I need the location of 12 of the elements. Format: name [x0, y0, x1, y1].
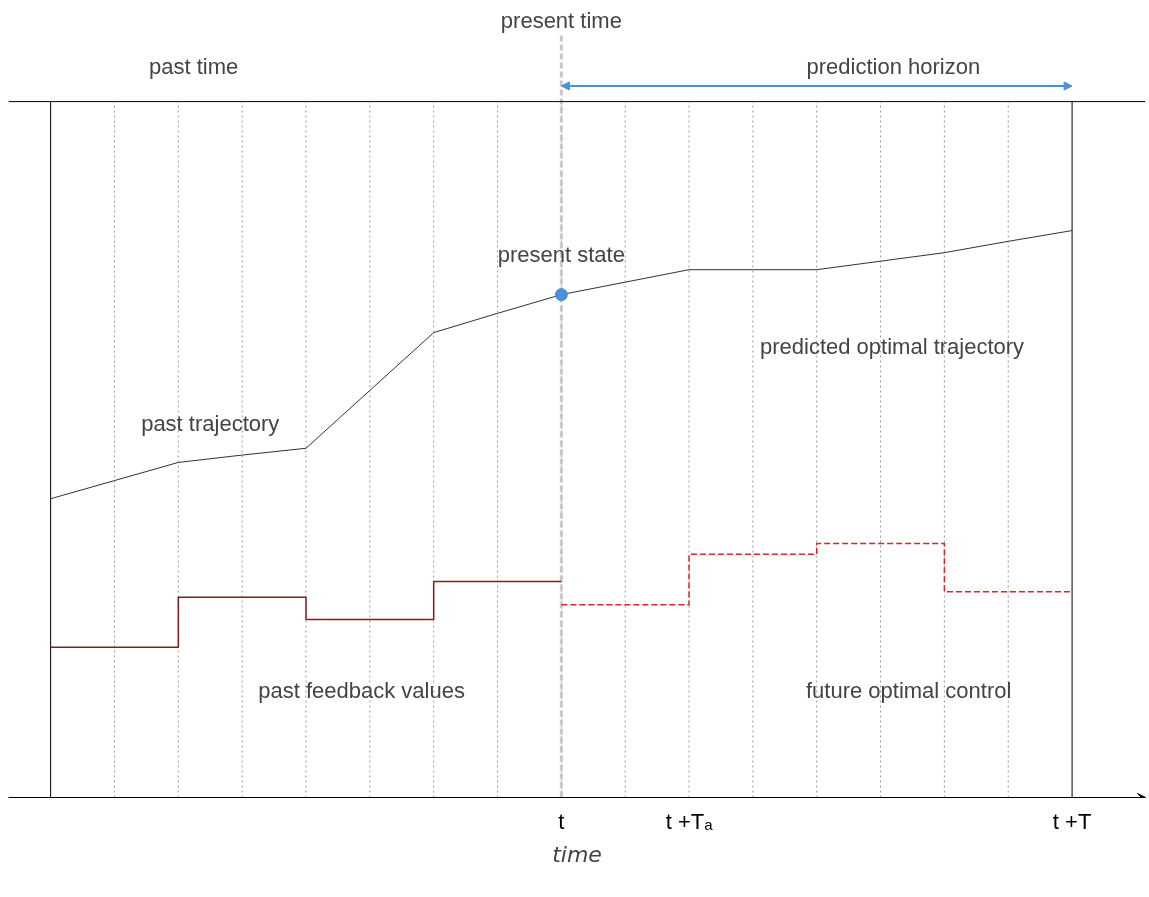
- annotation: past trajectory: [141, 410, 280, 436]
- annotation: future optimal control: [805, 677, 1012, 703]
- x-tick-label: t +T: [1052, 808, 1092, 834]
- annotation: predicted optimal trajectory: [759, 334, 1025, 360]
- annotation: present state: [497, 242, 625, 268]
- x-axis-title: time: [552, 841, 602, 867]
- text: prediction horizon: [806, 53, 981, 79]
- ref-line-label: present time: [500, 7, 622, 33]
- text: past time: [149, 53, 239, 79]
- annotation: past feedback values: [258, 677, 465, 703]
- x-tick-label: t +Tₐ: [665, 808, 714, 834]
- x-tick-label: t: [558, 808, 565, 834]
